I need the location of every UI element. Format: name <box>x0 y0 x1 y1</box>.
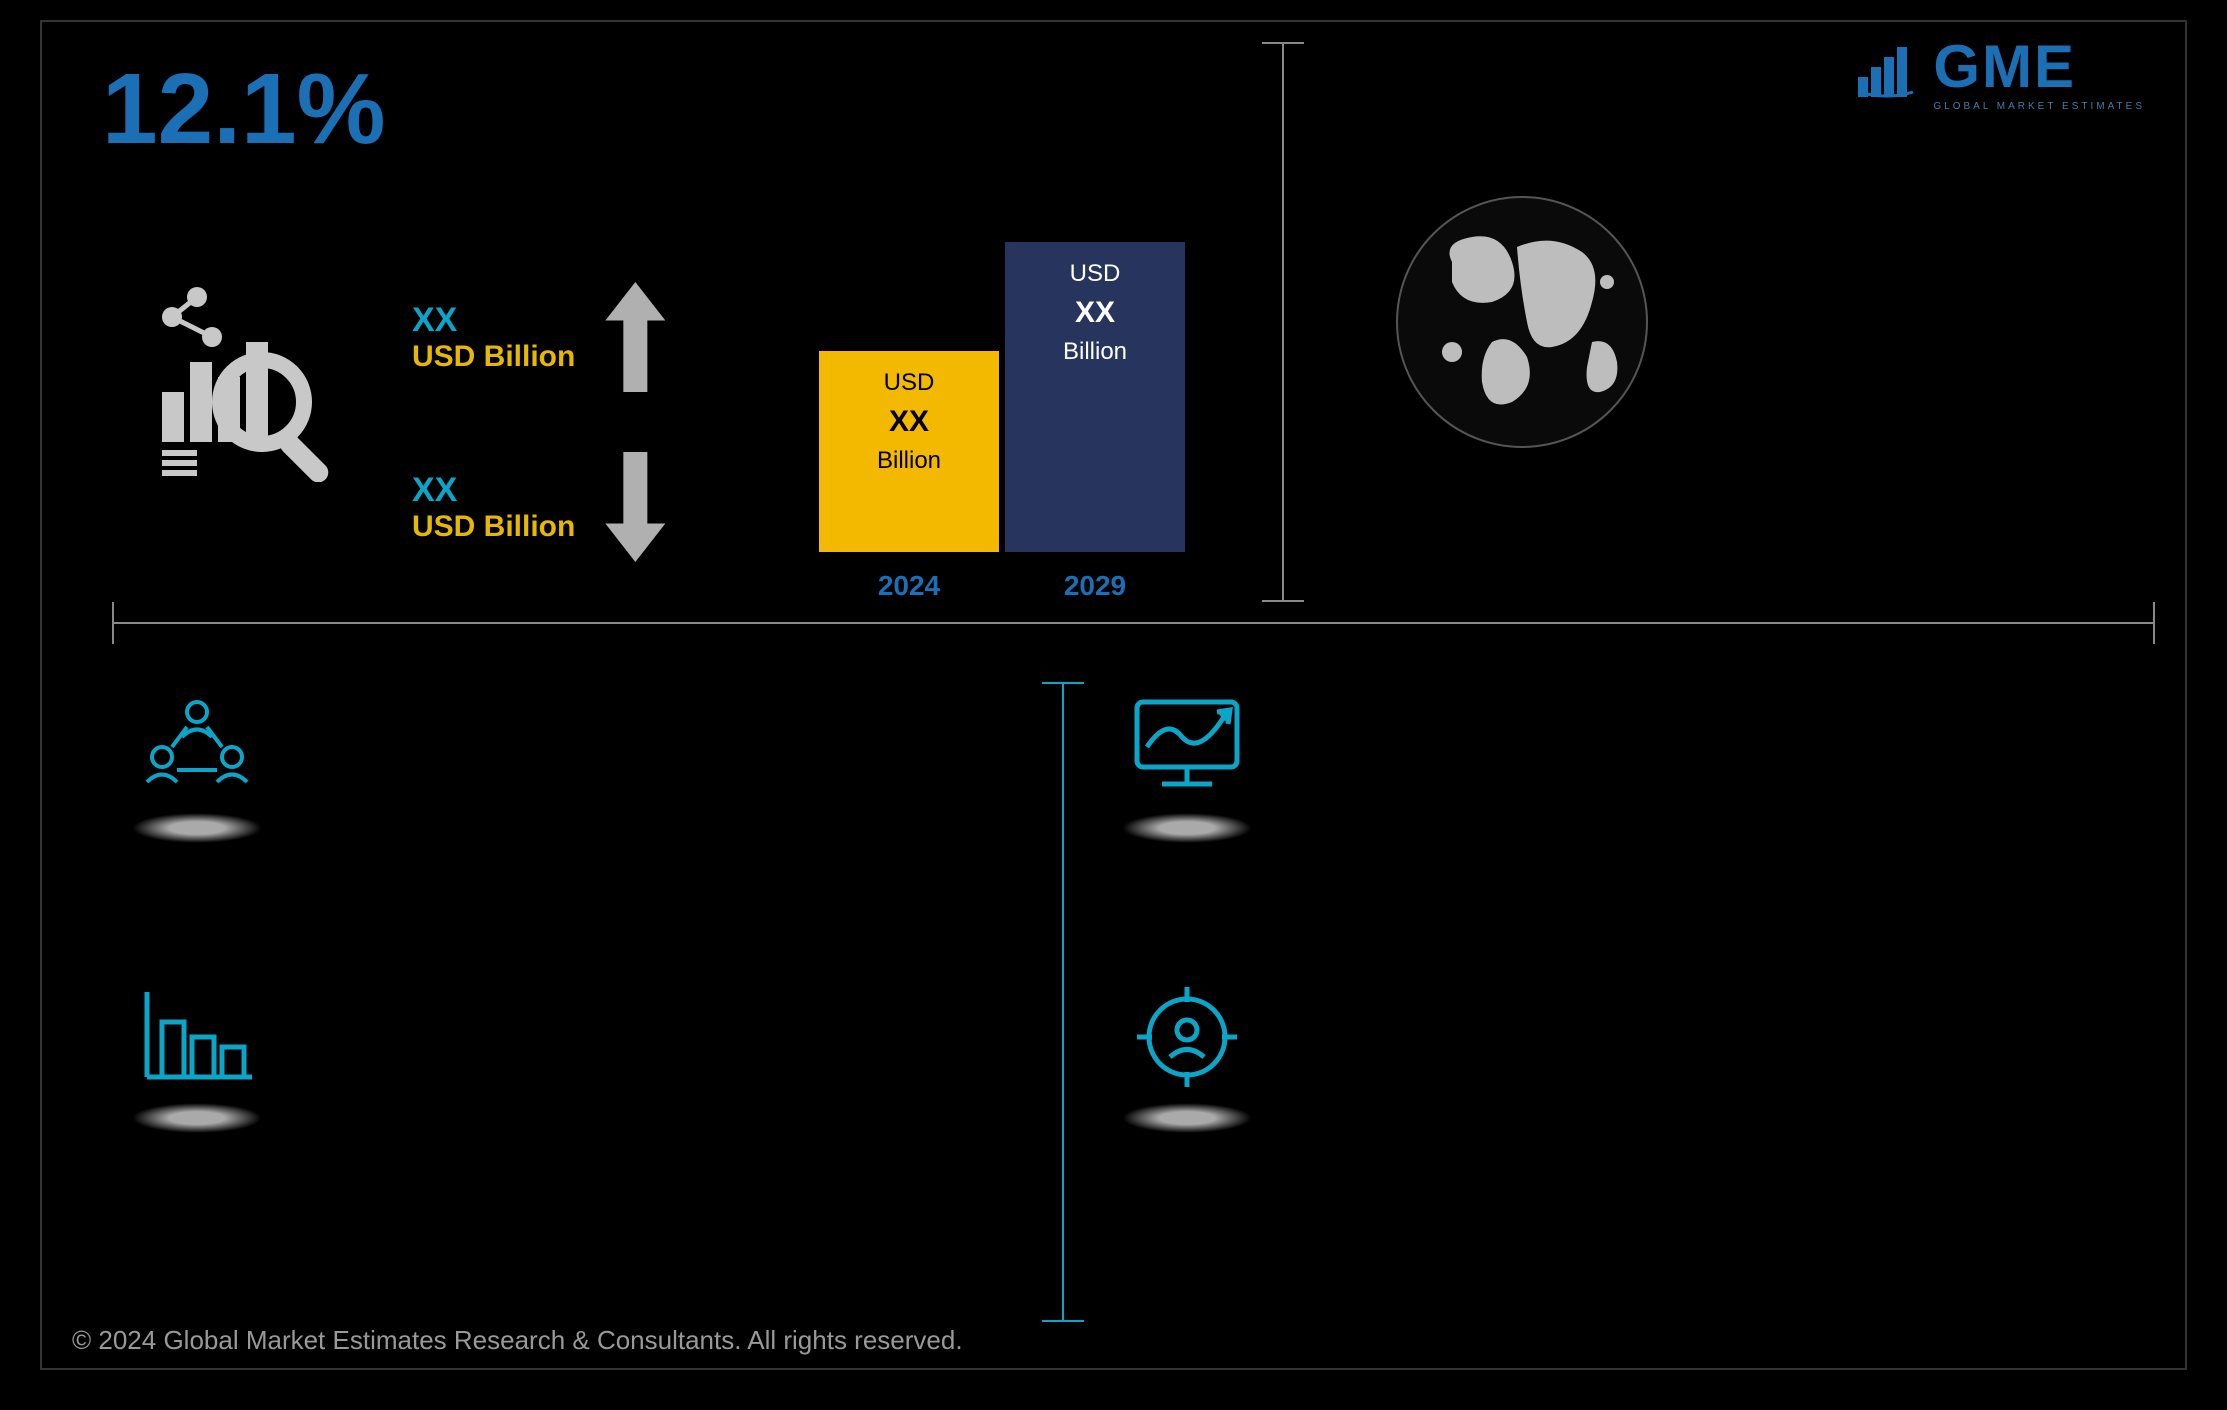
chart-bar: USD XX Billion <box>1005 242 1185 552</box>
market-size-bar-chart: USD XX Billion USD XX Billion 20242029 <box>782 242 1222 602</box>
arrow-down-icon <box>605 452 665 562</box>
market-value-high: XX USD Billion <box>412 282 665 392</box>
bar-value: XX <box>889 405 929 439</box>
icon-shadow <box>1122 1103 1252 1133</box>
bar-year-label: 2029 <box>1005 570 1185 602</box>
chart-bar: USD XX Billion <box>819 351 999 553</box>
target-user-icon <box>1122 982 1262 1133</box>
vertical-divider-top <box>1282 42 1284 602</box>
bar-unit: Billion <box>1063 338 1127 366</box>
icon-shadow <box>132 813 262 843</box>
analysis-icon <box>142 282 342 482</box>
logo-mark-icon <box>1853 42 1923 102</box>
arrow-up-icon <box>605 282 665 392</box>
people-network-icon <box>132 692 272 843</box>
infographic-frame: GME GLOBAL MARKET ESTIMATES 12.1% <box>40 20 2187 1370</box>
vertical-divider-bottom <box>1062 682 1064 1322</box>
globe-icon <box>1392 192 1652 452</box>
monitor-trend-icon <box>1122 692 1262 843</box>
low-value-placeholder: XX <box>412 471 575 510</box>
bar-currency: USD <box>1070 260 1121 288</box>
bar-value: XX <box>1075 296 1115 330</box>
icon-shadow <box>1122 813 1252 843</box>
logo-subtitle: GLOBAL MARKET ESTIMATES <box>1933 101 2145 112</box>
low-value-unit: USD Billion <box>412 510 575 544</box>
market-value-low: XX USD Billion <box>412 452 665 562</box>
bar-chart-icon <box>132 982 272 1133</box>
high-value-placeholder: XX <box>412 301 575 340</box>
cagr-value: 12.1% <box>102 52 386 167</box>
horizontal-divider <box>112 622 2155 624</box>
brand-logo: GME GLOBAL MARKET ESTIMATES <box>1853 32 2145 112</box>
copyright-footer: © 2024 Global Market Estimates Research … <box>72 1325 963 1356</box>
bar-year-label: 2024 <box>819 570 999 602</box>
logo-text: GME <box>1933 32 2145 101</box>
bar-currency: USD <box>884 369 935 397</box>
icon-shadow <box>132 1103 262 1133</box>
high-value-unit: USD Billion <box>412 340 575 374</box>
bar-unit: Billion <box>877 447 941 475</box>
